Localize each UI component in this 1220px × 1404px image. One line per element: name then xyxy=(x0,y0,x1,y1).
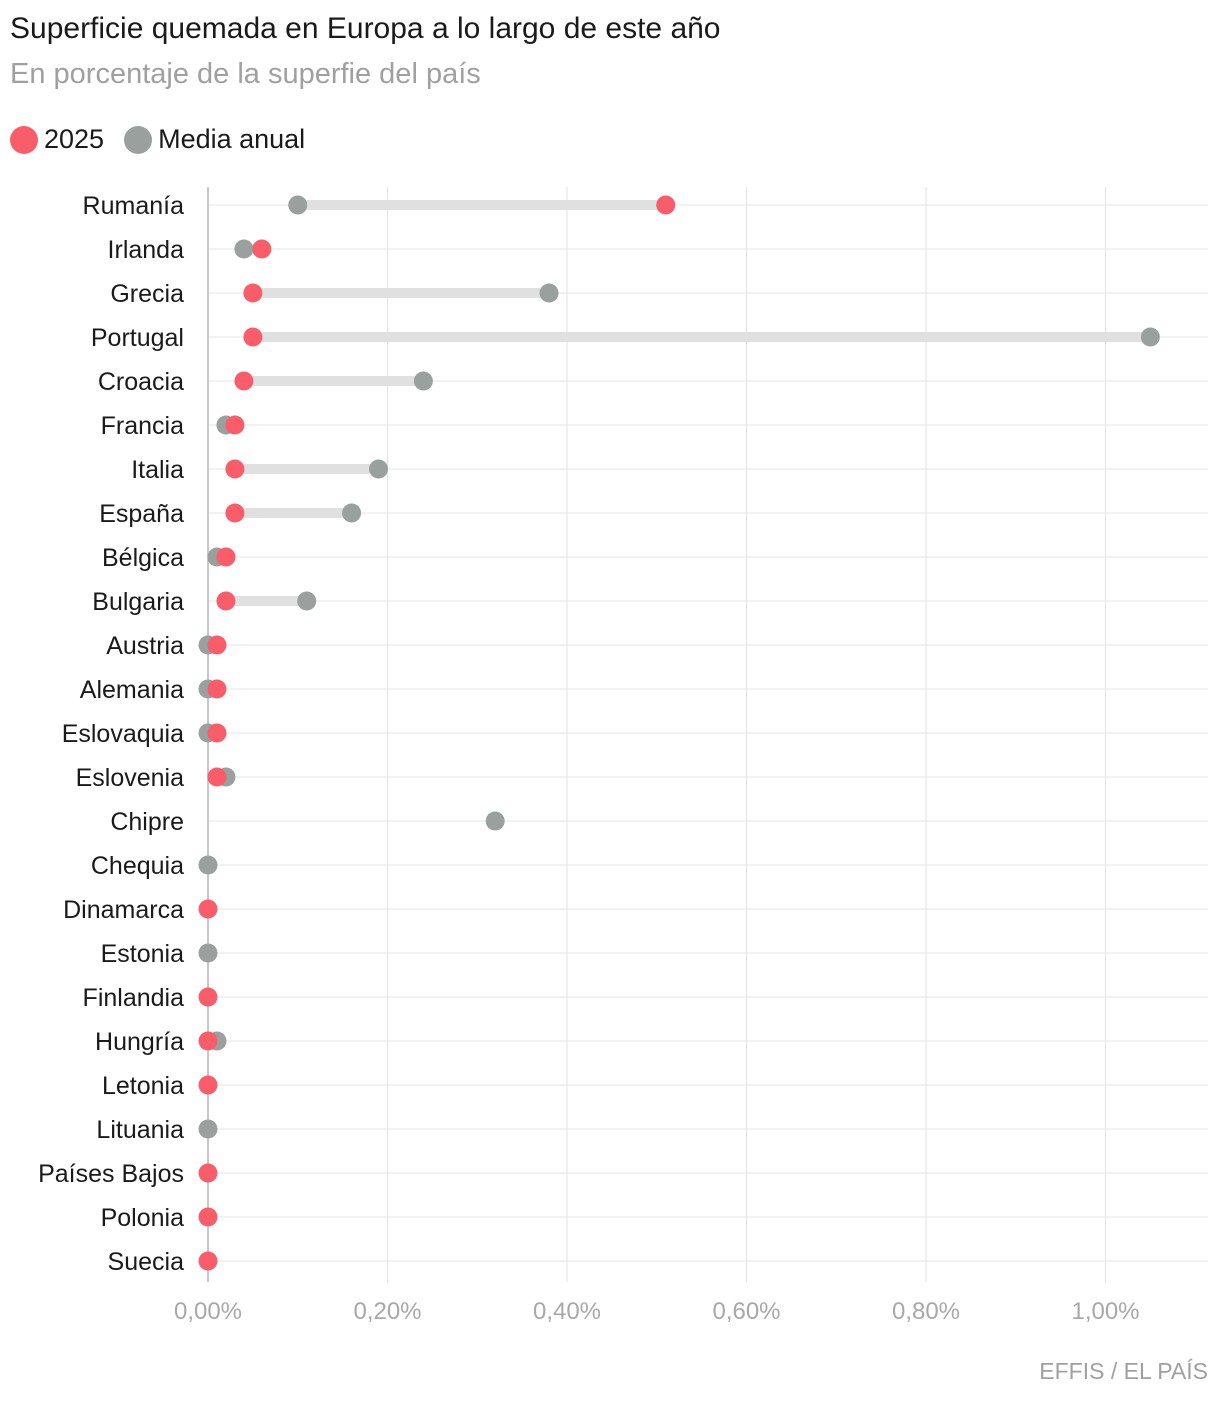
dot-2025-espana xyxy=(225,503,245,523)
dot-media-anual-grecia xyxy=(539,283,559,303)
x-tick-label: 1,00% xyxy=(1071,1298,1139,1325)
dot-2025-finlandia xyxy=(198,987,218,1007)
dot-media-anual-espana xyxy=(342,503,362,523)
dot-media-anual-italia xyxy=(369,459,389,479)
dot-2025-alemania xyxy=(207,679,227,699)
x-tick-label: 0,60% xyxy=(712,1298,780,1325)
legend-marker-2025 xyxy=(10,125,38,154)
row-label-espana: España xyxy=(99,500,184,528)
chart-subtitle: En porcentaje de la superfie del país xyxy=(10,58,481,90)
dot-2025-rumania xyxy=(656,195,676,215)
row-label-paises-bajos: Países Bajos xyxy=(38,1160,184,1188)
dot-media-anual-estonia xyxy=(198,943,218,963)
legend-label-media-anual: Media anual xyxy=(158,124,306,154)
row-label-lituania: Lituania xyxy=(96,1116,184,1144)
dot-2025-irlanda xyxy=(252,239,272,259)
row-label-polonia: Polonia xyxy=(101,1204,184,1232)
dot-2025-portugal xyxy=(243,327,263,347)
row-label-bulgaria: Bulgaria xyxy=(92,588,184,616)
dot-2025-croacia xyxy=(234,371,254,391)
legend-marker-media-anual xyxy=(124,125,153,154)
row-label-grecia: Grecia xyxy=(110,280,184,308)
dot-2025-belgica xyxy=(216,547,236,567)
row-label-estonia: Estonia xyxy=(101,940,184,968)
row-label-chequia: Chequia xyxy=(91,852,184,880)
dot-media-anual-bulgaria xyxy=(297,591,317,611)
row-label-dinamarca: Dinamarca xyxy=(63,896,184,924)
row-label-finlandia: Finlandia xyxy=(83,984,185,1012)
dot-2025-bulgaria xyxy=(216,591,236,611)
dot-2025-italia xyxy=(225,459,245,479)
row-label-alemania: Alemania xyxy=(80,676,184,704)
dot-2025-paises-bajos xyxy=(198,1163,218,1183)
dot-media-anual-irlanda xyxy=(234,239,254,259)
x-tick-label: 0,40% xyxy=(533,1298,601,1325)
dot-2025-francia xyxy=(225,415,245,435)
legend-item-2025: 2025 xyxy=(10,124,104,155)
x-tick-label: 0,00% xyxy=(174,1298,242,1325)
dot-2025-grecia xyxy=(243,283,263,303)
row-label-letonia: Letonia xyxy=(102,1072,184,1100)
dot-media-anual-chipre xyxy=(485,811,505,831)
dot-media-anual-rumania xyxy=(288,195,308,215)
legend-label-2025: 2025 xyxy=(44,124,105,154)
row-label-suecia: Suecia xyxy=(108,1248,185,1276)
row-label-hungria: Hungría xyxy=(95,1028,184,1056)
dot-2025-hungria xyxy=(198,1031,218,1051)
dot-2025-suecia xyxy=(198,1251,218,1271)
dot-2025-austria xyxy=(207,635,227,655)
row-label-francia: Francia xyxy=(101,412,184,440)
row-label-rumania: Rumanía xyxy=(83,192,185,220)
row-label-chipre: Chipre xyxy=(110,808,184,836)
row-label-irlanda: Irlanda xyxy=(108,236,185,264)
row-label-portugal: Portugal xyxy=(91,324,184,352)
legend-item-media-anual: Media anual xyxy=(124,124,305,155)
dot-media-anual-lituania xyxy=(198,1119,218,1139)
x-tick-label: 0,80% xyxy=(892,1298,960,1325)
dot-2025-letonia xyxy=(198,1075,218,1095)
row-label-belgica: Bélgica xyxy=(102,544,184,572)
row-label-croacia: Croacia xyxy=(98,368,184,396)
row-label-eslovaquia: Eslovaquia xyxy=(62,720,184,748)
chart-title: Superficie quemada en Europa a lo largo … xyxy=(10,12,721,45)
source-credit: EFFIS / EL PAÍS xyxy=(1039,1358,1208,1384)
row-label-italia: Italia xyxy=(131,456,184,484)
dot-media-anual-chequia xyxy=(198,855,218,875)
row-label-eslovenia: Eslovenia xyxy=(76,764,184,792)
dot-media-anual-portugal xyxy=(1140,327,1160,347)
row-label-austria: Austria xyxy=(106,632,184,660)
dot-2025-dinamarca xyxy=(198,899,218,919)
legend: 2025 Media anual xyxy=(10,124,325,155)
dot-2025-polonia xyxy=(198,1207,218,1227)
x-tick-label: 0,20% xyxy=(353,1298,421,1325)
dot-media-anual-croacia xyxy=(413,371,433,391)
dot-2025-eslovaquia xyxy=(207,723,227,743)
dot-2025-eslovenia xyxy=(207,767,227,787)
